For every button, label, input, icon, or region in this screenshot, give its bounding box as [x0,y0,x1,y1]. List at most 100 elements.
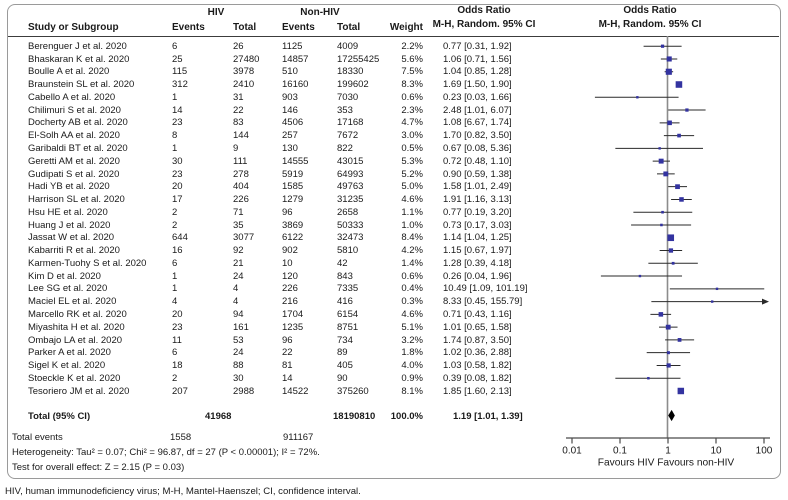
col-header-or-plot-1: Odds Ratio [623,5,677,16]
total-weight: 100.0% [390,411,423,422]
hiv-total: 111 [233,155,248,167]
hiv-total: 226 [233,194,249,206]
study-row: Gudipati S et al. 2020 23 278 5919 64993 5.2%… [0,169,788,181]
hiv-events: 11 [172,334,182,346]
study-name: Ombajo LA et al. 2020 [28,334,123,346]
hiv-events: 23 [172,117,183,129]
nonhiv-total: 7030 [337,91,359,103]
hiv-total: 88 [233,360,244,372]
summary-diamond [668,409,675,422]
total-events-hiv: 1558 [170,432,192,443]
nonhiv-events: 226 [282,283,298,295]
or-ci-text: 0.39 [0.08, 1.82] [443,372,512,384]
nonhiv-events: 1704 [282,308,304,320]
hiv-events: 6 [172,40,178,52]
or-marker [665,324,671,330]
hiv-total: 30 [233,372,244,384]
hiv-total: 24 [233,270,244,282]
study-name: Stoeckle K et al. 2020 [28,372,121,384]
x-tick-label: 0.1 [613,446,627,457]
nonhiv-events: 96 [282,206,293,218]
weight: 4.2% [401,245,423,257]
total-nonhiv-total: 18190810 [333,411,376,422]
study-row: Docherty AB et al. 2020 23 83 4506 17168 4.7%… [0,117,788,129]
weight: 1.0% [401,219,423,231]
study-name: Miyashita H et al. 2020 [28,321,125,333]
or-ci-text: 1.08 [6.67, 1.74] [443,117,512,129]
study-name: Tesoriero JM et al. 2020 [28,385,130,397]
x-tick-label: 10 [710,446,722,457]
hiv-events: 20 [172,181,183,193]
or-ci-text: 0.77 [0.19, 3.20] [443,206,512,218]
col-header-weight: Weight [389,22,423,33]
or-marker [671,261,675,265]
or-ci-text: 1.85 [1.60, 2.13] [443,385,512,397]
study-name: Jassat W et al. 2020 [28,232,115,244]
hiv-total: 9 [233,142,239,154]
nonhiv-events: 14522 [282,385,309,397]
study-name: Sigel K et al. 2020 [28,360,106,372]
study-row: Cabello A et al. 2020 1 31 903 7030 0.6% 0.23 … [0,92,788,104]
hiv-total: 71 [233,206,244,218]
or-ci-text: 1.06 [0.71, 1.56] [443,53,512,65]
x-tick-label: 100 [756,446,773,457]
nonhiv-total: 32473 [337,232,364,244]
study-row: Karmen-Tuohy S et al. 2020 6 21 10 42 1.4% 1.2… [0,258,788,270]
nonhiv-events: 146 [282,104,298,116]
hiv-events: 1 [172,283,178,295]
hiv-events: 14 [172,104,183,116]
nonhiv-total: 5810 [337,245,359,257]
study-row: Jassat W et al. 2020 644 3077 6122 32473 8.4%… [0,232,788,244]
nonhiv-events: 130 [282,142,298,154]
weight: 0.6% [401,270,423,282]
study-row: Miyashita H et al. 2020 23 161 1235 8751 5.1%… [0,322,788,334]
or-marker [675,184,680,190]
study-name: Docherty AB et al. 2020 [28,117,128,129]
hiv-events: 18 [172,360,183,372]
hiv-events: 115 [172,66,188,78]
weight: 3.2% [401,334,423,346]
study-row: Stoeckle K et al. 2020 2 30 14 90 0.9% 0.39 [0… [0,373,788,385]
weight: 8.3% [401,79,423,91]
nonhiv-total: 50333 [337,219,364,231]
study-name: El-Solh AA et al. 2020 [28,130,120,142]
weight: 1.4% [401,257,423,269]
nonhiv-events: 120 [282,270,298,282]
or-ci-text: 1.69 [1.50, 1.90] [443,79,512,91]
hiv-events: 8 [172,130,178,142]
weight: 5.1% [401,321,423,333]
or-marker [658,147,661,150]
hiv-total: 3077 [233,232,255,244]
nonhiv-total: 43015 [337,155,364,167]
or-marker [668,248,674,253]
hiv-total: 2410 [233,79,255,91]
weight: 4.6% [401,308,423,320]
col-header-nonhiv-events: Events [282,22,315,33]
nonhiv-total: 31235 [337,194,364,206]
hiv-events: 4 [172,296,178,308]
or-marker [658,158,664,164]
weight: 5.2% [401,168,423,180]
study-row: Kim D et al. 2020 1 24 120 843 0.6% 0.26 [0.04… [0,271,788,283]
weight: 0.9% [401,372,423,384]
hiv-events: 20 [172,308,183,320]
nonhiv-total: 17168 [337,117,364,129]
total-row: Total (95% CI) 41968 18190810 100.0% 1.1… [0,411,788,423]
x-axis-label: Favours HIV Favours non-HIV [598,458,735,469]
nonhiv-events: 903 [282,91,298,103]
hiv-events: 1 [172,91,178,103]
nonhiv-events: 14555 [282,155,309,167]
nonhiv-total: 2658 [337,206,359,218]
nonhiv-total: 822 [337,142,353,154]
or-ci-text: 2.48 [1.01, 6.07] [443,104,512,116]
weight: 2.2% [401,40,423,52]
nonhiv-total: 42 [337,257,348,269]
or-marker [677,338,682,342]
study-name: Kabarriti R et al. 2020 [28,245,120,257]
nonhiv-events: 16160 [282,79,309,91]
weight: 4.7% [401,117,423,129]
study-name: Gudipati S et al. 2020 [28,168,120,180]
study-row: Berenguer J et al. 2020 6 26 1125 4009 2.2% 0.… [0,41,788,53]
weight: 0.5% [401,142,423,154]
